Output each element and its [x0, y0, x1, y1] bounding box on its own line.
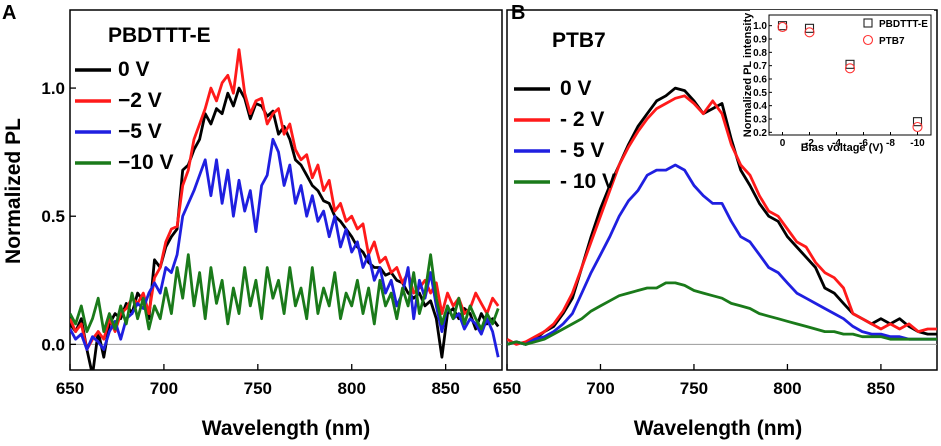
inset-x-tick-label: -8 [886, 138, 895, 149]
inset-point-ptb7 [804, 27, 815, 38]
panel-b-x-tick-label: 650 [493, 379, 521, 398]
inset-point-pbdttt-e [845, 59, 855, 69]
panel-a-legend-label: 0 V [118, 58, 150, 81]
inset-point-ptb7 [777, 21, 788, 33]
inset-background [750, 10, 934, 155]
panel-b-x-tick-label: 850 [867, 379, 895, 398]
panel-a-y-tick-label: 1.0 [41, 79, 65, 98]
inset-x-tick-label: -10 [910, 138, 925, 149]
panel-a-x-tick-label: 750 [244, 379, 272, 398]
inset-y-tick-label: 0.6 [753, 75, 767, 86]
inset-legend-marker [862, 34, 874, 46]
panel-a-title: PBDTTT-E [108, 24, 211, 47]
panel-a-legend-label: −10 V [118, 151, 173, 174]
panel-b-x-axis-title: Wavelength (nm) [634, 417, 802, 440]
inset-y-tick-label: 0.7 [753, 61, 767, 72]
inset-y-axis-title: Normalized PL intensity [742, 12, 754, 137]
inset-x-tick-label: -4 [832, 138, 841, 149]
panel-b-x-tick-label: 800 [773, 379, 801, 398]
panel-b-title: PTB7 [552, 29, 606, 52]
panel-a-frame [69, 9, 503, 371]
panel-b-series-2-v [507, 94, 937, 346]
panel-b-series-5-v [507, 163, 937, 346]
inset-x-tick-label: 0 [780, 138, 786, 149]
panel-a-y-axis-title: Normalized PL [2, 118, 25, 264]
panel-a-legend-label: −5 V [118, 120, 162, 143]
inset-y-tick-label: 1.0 [753, 21, 767, 32]
panel-a-x-tick-label: 800 [338, 379, 366, 398]
inset-x-tick-label: -2 [805, 138, 814, 149]
inset-y-tick-label: 0.2 [753, 128, 767, 139]
inset-x-axis-title: Bias voltage (V) [801, 142, 884, 154]
panel-b-inset-chart: Bias voltage (V) Normalized PL intensity… [742, 10, 934, 155]
panel-b-legend-label: 0 V [560, 77, 592, 100]
panel-b-legend-label: - 2 V [560, 108, 604, 131]
panel-a-chart: PBDTTT-E Wavelength (nm) Normalized PL 6… [2, 9, 503, 440]
panel-a-x-tick-label: 850 [431, 379, 459, 398]
inset-y-tick-label: 0.3 [753, 115, 767, 126]
panel-b-series-10-v [507, 281, 937, 346]
inset-y-tick-label: 0.9 [753, 35, 767, 46]
panel-b-x-tick-label: 700 [586, 379, 614, 398]
inset-legend-marker [863, 18, 873, 28]
inset-point-ptb7 [912, 121, 923, 133]
inset-point-ptb7 [844, 63, 856, 74]
panel-a-x-tick-label: 650 [56, 379, 84, 398]
panel-b-x-tick-label: 750 [680, 379, 708, 398]
inset-x-tick-label: -6 [859, 138, 868, 149]
inset-y-tick-label: 0.4 [753, 101, 767, 112]
inset-point-pbdttt-e [804, 23, 815, 33]
panel-b-legend-label: - 5 V [560, 139, 604, 162]
panel-a-legend-label: −2 V [118, 89, 162, 112]
panel-a-letter: A [2, 2, 16, 24]
panel-b-letter: B [511, 2, 525, 24]
inset-legend-label: PBDTTT-E [879, 19, 928, 30]
panel-b-chart: PTB7 Wavelength (nm) 650 700 750 800 850 0 V -… [493, 9, 938, 440]
inset-legend-label: PTB7 [879, 36, 905, 47]
panel-a-x-axis-title: Wavelength (nm) [202, 417, 370, 440]
panel-b-frame [506, 9, 938, 371]
panel-b-legend-label: - 10 V [560, 170, 616, 193]
panel-a-series-minus-10-v [70, 253, 500, 334]
panel-a-y-tick-label: 0.5 [41, 207, 65, 226]
inset-point-pbdttt-e [912, 117, 923, 127]
inset-y-tick-label: 0.8 [753, 48, 767, 59]
panel-a-x-tick-label: 700 [150, 379, 178, 398]
inset-frame [768, 14, 932, 136]
panel-a-y-tick-label: 0.0 [41, 335, 65, 354]
inset-y-tick-label: 0.5 [753, 88, 767, 99]
